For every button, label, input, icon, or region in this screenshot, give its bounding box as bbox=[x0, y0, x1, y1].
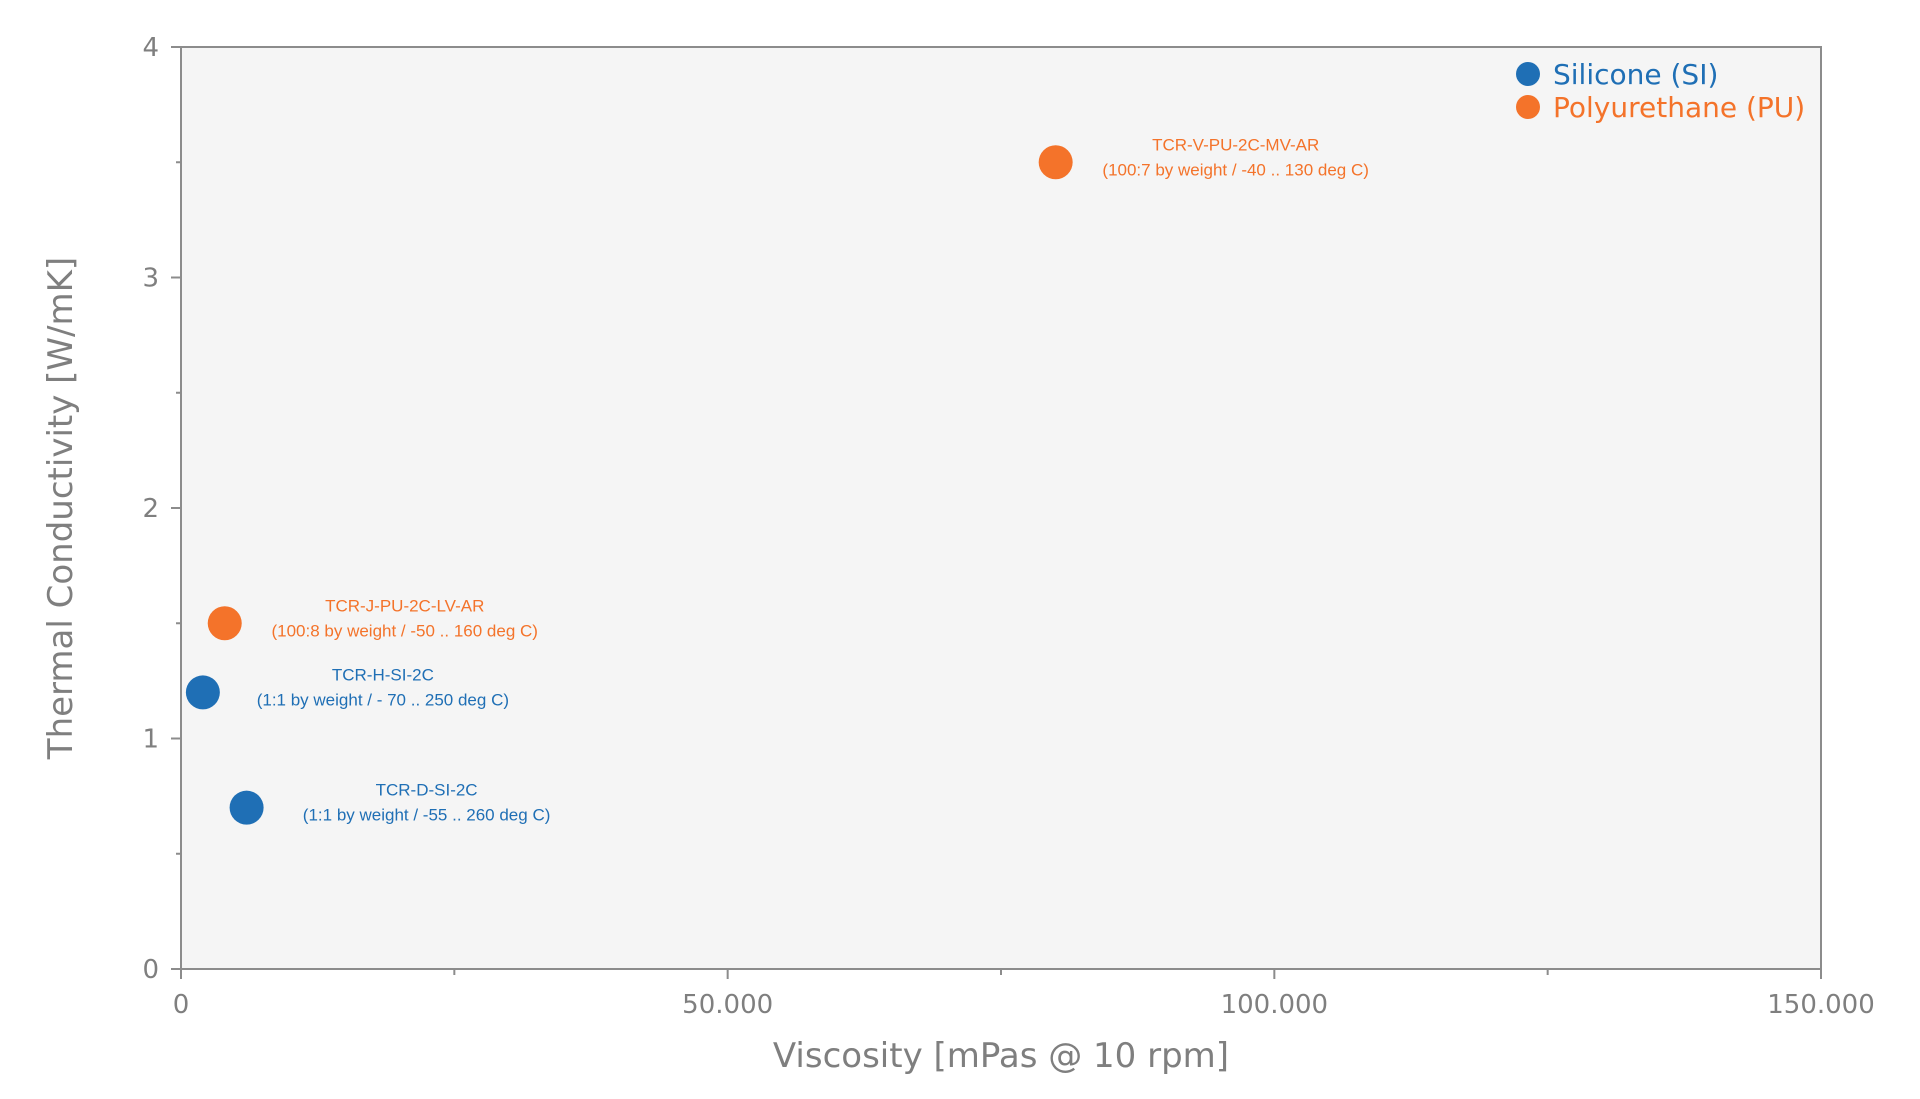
point-label-details: (100:8 by weight / -50 .. 160 deg C) bbox=[271, 621, 538, 640]
x-tick-label: 0 bbox=[173, 990, 190, 1020]
y-tick-label: 1 bbox=[142, 725, 159, 755]
y-tick-label: 3 bbox=[142, 264, 159, 294]
legend: Silicone (SI)Polyurethane (PU) bbox=[1516, 58, 1805, 124]
y-tick-label: 2 bbox=[142, 494, 159, 524]
y-tick-label: 0 bbox=[142, 955, 159, 985]
x-tick-label: 50.000 bbox=[682, 990, 773, 1020]
legend-marker bbox=[1516, 95, 1540, 119]
data-point bbox=[207, 606, 242, 641]
y-axis: 0 1 2 3 4 bbox=[142, 33, 181, 985]
x-tick-label: 100.000 bbox=[1221, 990, 1329, 1020]
legend-label: Polyurethane (PU) bbox=[1553, 91, 1805, 124]
data-point bbox=[185, 675, 220, 710]
point-label-details: (1:1 by weight / - 70 .. 250 deg C) bbox=[257, 690, 509, 709]
data-point bbox=[1038, 145, 1073, 180]
point-label-name: TCR-J-PU-2C-LV-AR bbox=[325, 596, 484, 615]
x-tick-label: 150.000 bbox=[1767, 990, 1875, 1020]
data-point bbox=[229, 790, 264, 825]
point-label-name: TCR-H-SI-2C bbox=[332, 665, 434, 684]
data-points: TCR-H-SI-2C (1:1 by weight / - 70 .. 250 … bbox=[185, 135, 1369, 825]
point-label-details: (100:7 by weight / -40 .. 130 deg C) bbox=[1102, 160, 1369, 179]
legend-marker bbox=[1516, 62, 1540, 86]
x-axis: 0 50.000 100.000 150.000 bbox=[173, 969, 1875, 1020]
plot-area bbox=[180, 46, 1822, 970]
point-label-details: (1:1 by weight / -55 .. 260 deg C) bbox=[303, 806, 551, 825]
point-label-name: TCR-V-PU-2C-MV-AR bbox=[1152, 135, 1319, 154]
y-tick-label: 4 bbox=[142, 33, 159, 63]
y-axis-title: Thermal Conductivity [W/mK] bbox=[41, 257, 81, 760]
point-label-name: TCR-D-SI-2C bbox=[376, 781, 478, 800]
legend-label: Silicone (SI) bbox=[1553, 58, 1718, 91]
x-axis-title: Viscosity [mPas @ 10 rpm] bbox=[773, 1036, 1229, 1076]
